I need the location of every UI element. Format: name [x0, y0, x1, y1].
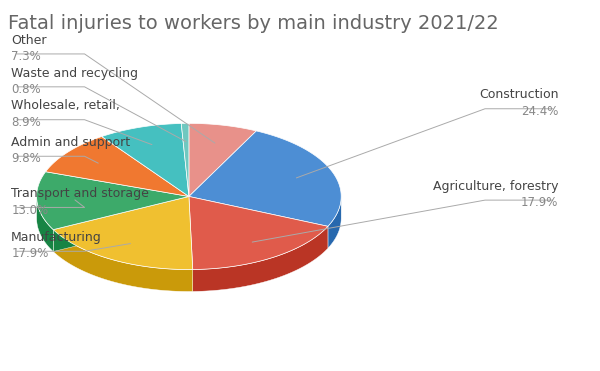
Polygon shape — [189, 197, 193, 292]
Text: Wholesale, retail,: Wholesale, retail, — [11, 99, 120, 112]
Polygon shape — [189, 197, 193, 292]
Text: Waste and recycling: Waste and recycling — [11, 66, 138, 79]
Text: 24.4%: 24.4% — [521, 105, 559, 118]
Polygon shape — [189, 124, 256, 197]
Polygon shape — [102, 124, 189, 197]
Text: Construction: Construction — [479, 88, 559, 101]
Polygon shape — [37, 197, 53, 252]
Polygon shape — [189, 131, 341, 226]
Text: 0.8%: 0.8% — [11, 83, 41, 96]
Text: Agriculture, forestry: Agriculture, forestry — [433, 180, 559, 193]
Text: Admin and support: Admin and support — [11, 136, 130, 149]
Text: 7.3%: 7.3% — [11, 50, 41, 63]
Text: Transport and storage: Transport and storage — [11, 187, 149, 200]
Polygon shape — [189, 197, 328, 248]
Polygon shape — [53, 197, 193, 270]
Polygon shape — [53, 197, 189, 252]
Text: Manufacturing: Manufacturing — [11, 231, 102, 244]
Text: 17.9%: 17.9% — [11, 247, 49, 260]
Polygon shape — [328, 197, 341, 248]
Polygon shape — [193, 226, 328, 292]
Polygon shape — [189, 197, 328, 269]
Polygon shape — [37, 172, 189, 230]
Polygon shape — [181, 124, 189, 197]
Polygon shape — [189, 197, 328, 248]
Text: 17.9%: 17.9% — [521, 196, 559, 209]
Polygon shape — [53, 230, 193, 292]
Text: 8.9%: 8.9% — [11, 116, 41, 129]
Text: Fatal injuries to workers by main industry 2021/22: Fatal injuries to workers by main indust… — [8, 14, 499, 33]
Polygon shape — [53, 197, 189, 252]
Polygon shape — [46, 137, 189, 197]
Text: Other: Other — [11, 34, 47, 47]
Text: 13.0%: 13.0% — [11, 204, 49, 217]
Text: 9.8%: 9.8% — [11, 152, 41, 165]
